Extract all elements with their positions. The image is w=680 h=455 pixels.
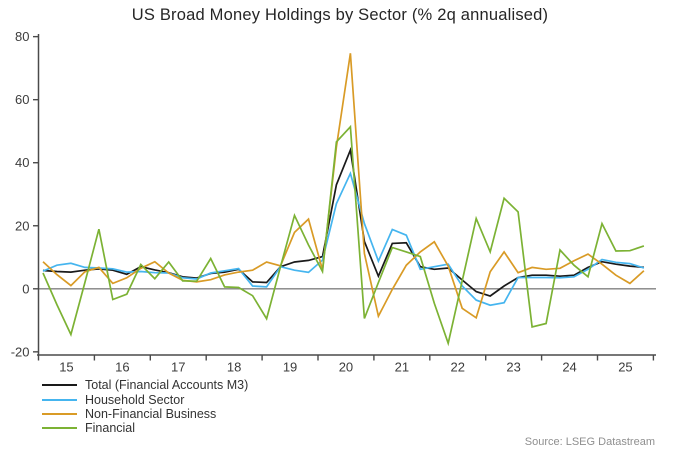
x-tick-label: 23 [506, 360, 520, 375]
x-tick-label: 25 [618, 360, 632, 375]
source-note: Source: LSEG Datastream [524, 436, 655, 448]
x-tick-label: 19 [283, 360, 297, 375]
legend-swatch-financial [42, 427, 77, 430]
chart-legend: Total (Financial Accounts M3) Household S… [42, 378, 248, 436]
legend-swatch-total [42, 384, 77, 387]
x-tick-label: 16 [115, 360, 129, 375]
x-tick-label: 24 [562, 360, 576, 375]
x-tick-label: 20 [339, 360, 353, 375]
legend-label-financial: Financial [85, 421, 136, 436]
legend-label-total: Total (Financial Accounts M3) [85, 378, 249, 393]
y-tick-label: 0 [22, 281, 29, 296]
x-tick-label: 15 [59, 360, 73, 375]
legend-swatch-household [42, 398, 77, 401]
y-tick-label: 40 [15, 155, 29, 170]
legend-label-household: Household Sector [85, 392, 185, 407]
y-tick-label: 60 [15, 92, 29, 107]
legend-label-non-financial-business: Non-Financial Business [85, 406, 217, 421]
series-line-financial [42, 124, 645, 347]
legend-item-household: Household Sector [42, 392, 248, 407]
chart-title: US Broad Money Holdings by Sector (% 2q … [131, 6, 549, 24]
y-tick-label: 80 [15, 29, 29, 44]
legend-swatch-non-financial-business [42, 412, 77, 415]
legend-item-total: Total (Financial Accounts M3) [42, 378, 248, 392]
x-tick-label: 18 [227, 360, 241, 375]
x-tick-label: 17 [171, 360, 185, 375]
legend-item-financial: Financial [42, 421, 248, 435]
y-tick-label: 20 [15, 218, 29, 233]
x-tick-label: 22 [451, 360, 465, 375]
x-tick-label: 21 [395, 360, 409, 375]
series-line-household [42, 170, 645, 307]
legend-item-non-financial-business: Non-Financial Business [42, 407, 248, 421]
y-tick-label: -20 [11, 344, 30, 359]
